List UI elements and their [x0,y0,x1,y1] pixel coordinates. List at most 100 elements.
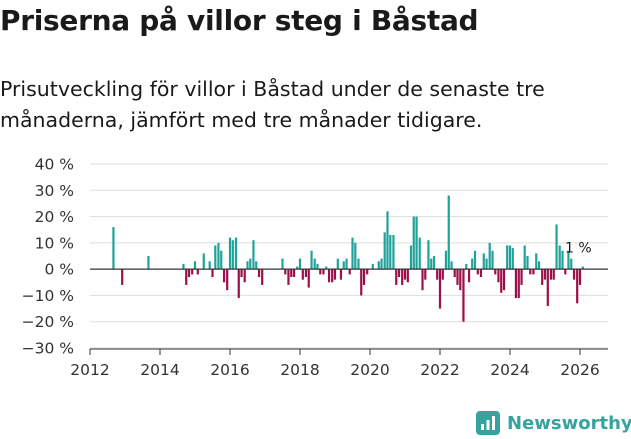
bar [327,269,331,283]
chart-subtitle: Prisutveckling för villor i Båstad under… [0,77,545,132]
bar [202,253,205,270]
bar [459,269,462,291]
bar [494,269,497,275]
bar [412,216,415,270]
bar [249,258,252,270]
bar [228,237,232,270]
bar [281,258,284,270]
bar [436,269,439,280]
x-tick-label: 2022 [420,361,459,379]
y-tick-label: 10 % [35,234,74,252]
bar [401,269,404,285]
y-tick-label: 30 % [35,182,74,200]
bar [252,240,255,270]
bar [500,269,503,293]
newsworthy-logo-icon [476,411,500,435]
bar [287,269,290,285]
bar [371,263,374,270]
x-axis: 2012 2014 2016 2018 2020 2022 2024 2026 [70,348,608,379]
bar [561,250,564,270]
bar [246,261,249,270]
bar [313,258,316,270]
x-tick-label: 2026 [560,361,599,379]
bar [296,266,299,270]
bar [342,261,345,270]
bar [307,269,310,288]
bar [514,269,518,299]
bar [546,269,549,306]
bar [511,248,514,270]
bar [208,261,211,270]
bar [491,250,494,270]
bars [90,195,608,322]
bar [351,237,354,270]
bar [572,269,576,280]
bar [430,258,433,270]
bar [488,242,491,270]
bar [520,269,523,285]
y-tick-label: 0 % [44,261,74,279]
bar [386,211,389,270]
bar [462,269,465,322]
bar [444,250,448,270]
bar [441,269,444,280]
y-tick-label: 40 % [35,156,74,174]
bar [397,269,401,278]
bar [479,269,483,278]
bar [222,269,226,283]
bar [193,261,197,270]
bar [532,269,535,275]
bar [502,269,506,291]
bar [377,261,380,270]
bar [234,237,238,270]
x-tick-label: 2020 [350,361,389,379]
y-tick-label: 20 % [35,208,74,226]
bar [220,250,223,270]
bar [196,269,199,275]
bar [339,269,343,280]
bar [421,269,424,291]
newsworthy-logo-text: Newsworthy [507,412,631,434]
bar [529,269,532,275]
bar [121,269,124,285]
bar [211,269,214,278]
x-tick-label: 2012 [70,361,109,379]
bar [453,269,456,278]
bar [473,250,477,270]
bar [406,269,409,283]
bar [409,245,413,270]
price-change-bar-chart: −30 %−20 %−10 %0 %10 %20 %30 %40 % 2012 2… [22,156,608,379]
bar [555,224,558,270]
bar [380,258,383,270]
bar [301,269,304,280]
bar [424,269,427,280]
bar [360,269,363,296]
bar [319,269,322,275]
bar [325,266,328,270]
bar [564,269,567,275]
y-tick-label: −10 % [22,287,74,305]
bar [389,234,392,270]
bar [214,245,217,270]
bar [112,227,115,270]
newsworthy-logo: Newsworthy [476,407,631,439]
bar [541,269,544,285]
bar [567,250,570,270]
bar [552,269,555,280]
bar [438,269,442,309]
bar [187,269,191,278]
bar [322,269,325,275]
bar [508,245,512,270]
bar [432,256,436,270]
bar [336,258,339,270]
bar [243,269,246,283]
bar [537,261,541,270]
bar [456,269,459,285]
bar [485,258,488,270]
bar [497,269,500,283]
bar [345,258,348,270]
x-tick-label: 2024 [490,361,529,379]
bar [535,253,538,270]
annotations: 1 % [565,241,592,257]
bar [578,269,582,285]
